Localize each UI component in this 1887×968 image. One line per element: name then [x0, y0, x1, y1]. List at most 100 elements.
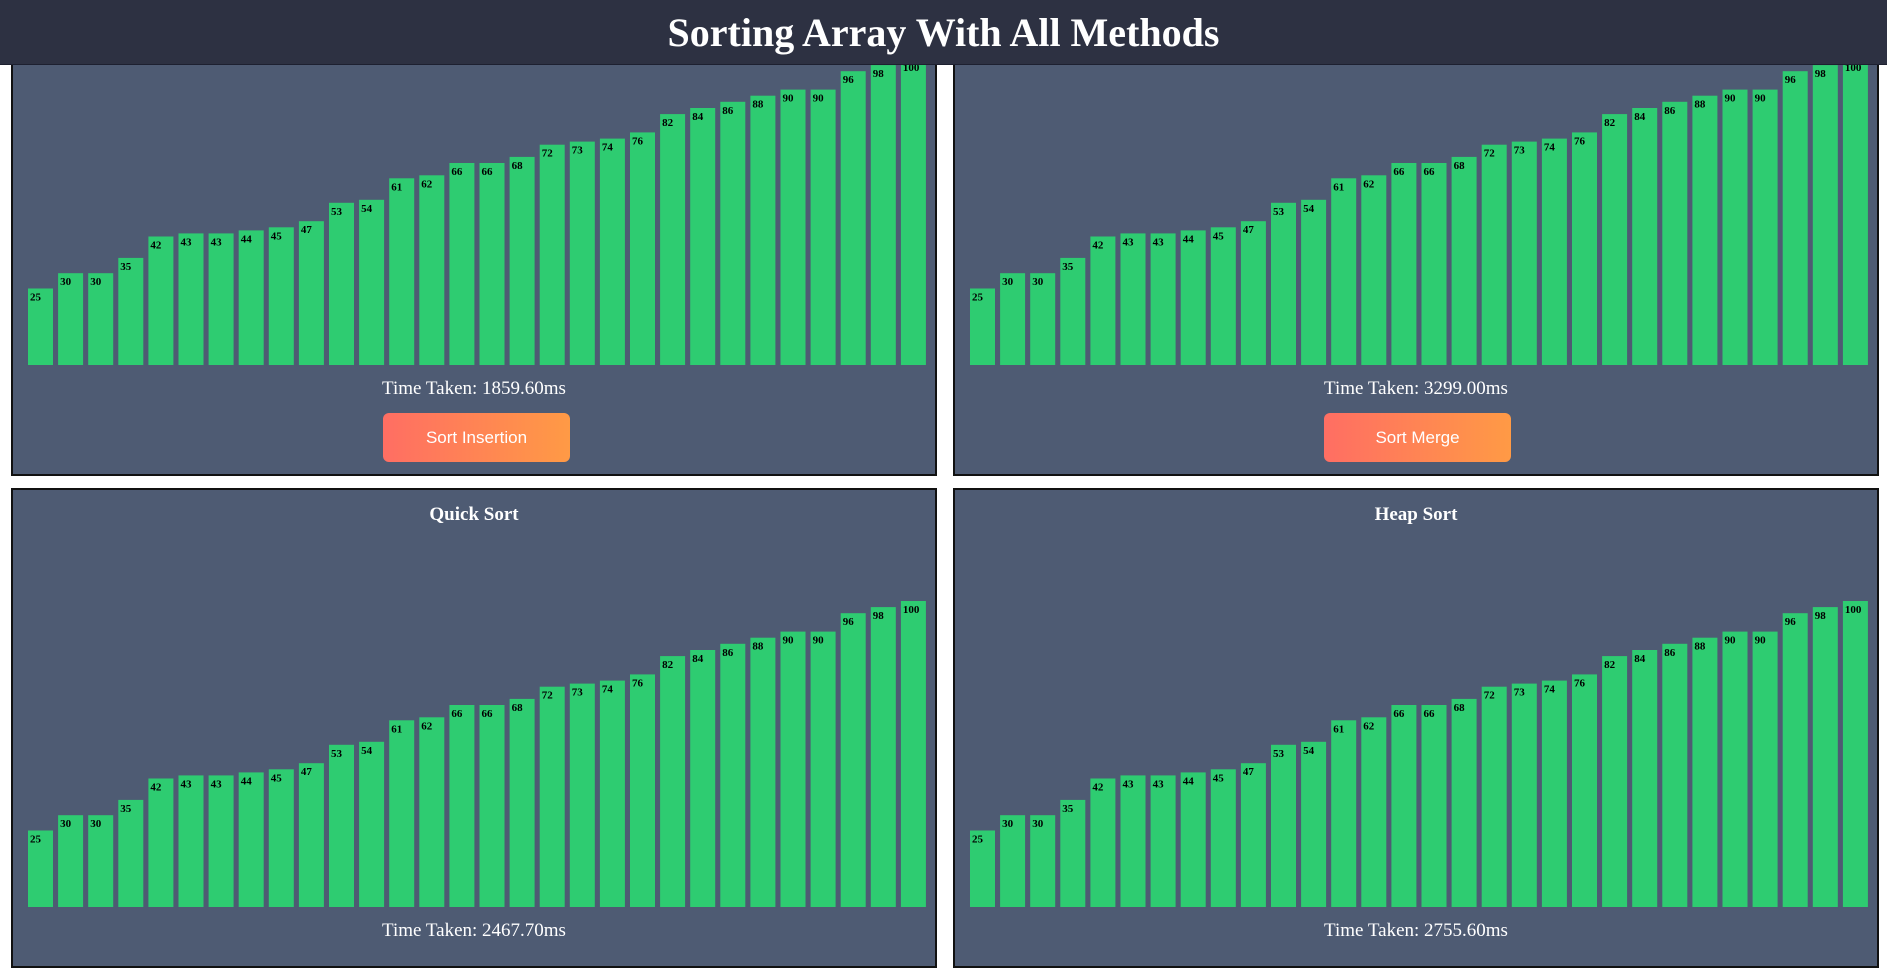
- bar: [178, 233, 204, 365]
- bar: [780, 631, 806, 907]
- bar: [810, 631, 836, 907]
- bar: [1572, 132, 1597, 365]
- bar: [298, 763, 324, 907]
- bar: [569, 141, 595, 365]
- bar-value-label: 74: [1544, 684, 1556, 696]
- bar-value-label: 43: [1153, 236, 1165, 248]
- bar-value-label: 47: [1243, 224, 1255, 236]
- sort-merge-button[interactable]: Sort Merge: [1324, 413, 1511, 462]
- bar: [58, 815, 84, 907]
- heap-time-text: Time Taken: 2755.60ms: [955, 920, 1877, 942]
- bar: [1812, 65, 1838, 365]
- bar-value-label: 68: [512, 160, 523, 172]
- bar-value-label: 30: [60, 818, 72, 830]
- bar: [1090, 778, 1116, 907]
- quick-sort-panel: Quick Sort 25 30 30 35 42 43 43 44 45 47 53 54 61 62 6…: [11, 488, 937, 968]
- bar: [810, 89, 836, 365]
- bar-value-label: 66: [451, 708, 463, 720]
- insertion-sort-chart: 25 30 30 35 42 43 43 44 45 47 53 54 61 62 66 66 68 72 73 74…: [28, 59, 926, 366]
- bar: [118, 799, 144, 907]
- bar-value-label: 98: [1815, 610, 1827, 622]
- bar: [58, 273, 84, 365]
- bar: [1301, 741, 1327, 907]
- bar: [1301, 199, 1327, 365]
- bar: [900, 59, 926, 365]
- bar-value-label: 66: [1393, 708, 1405, 720]
- bar: [1361, 717, 1387, 907]
- bar-value-label: 45: [1213, 772, 1225, 784]
- bar: [1030, 815, 1056, 907]
- bar: [720, 101, 746, 366]
- bar: [1541, 680, 1567, 907]
- bar-value-label: 44: [1183, 233, 1195, 245]
- bar-value-label: 98: [1815, 68, 1827, 80]
- bar-value-label: 30: [1032, 818, 1044, 830]
- quick-sort-title: Quick Sort: [429, 504, 519, 525]
- bar: [1060, 799, 1086, 907]
- bar: [1000, 273, 1026, 365]
- bar: [690, 650, 716, 907]
- bar: [1391, 163, 1417, 365]
- bar: [599, 680, 625, 907]
- bar-value-label: 86: [722, 647, 734, 659]
- bar: [1180, 772, 1206, 907]
- bar-value-label: 53: [1273, 748, 1285, 760]
- bar-value-label: 73: [572, 145, 584, 157]
- bar-value-label: 42: [1092, 782, 1104, 794]
- bar-value-label: 47: [301, 766, 313, 778]
- heap-sort-panel: Heap Sort 25 30 30 35 42 43 43 44 45 47 53 54 61 62 66…: [953, 488, 1879, 968]
- bar-value-label: 43: [1153, 778, 1165, 790]
- bar-value-label: 100: [1845, 62, 1862, 74]
- bar-value-label: 61: [391, 181, 402, 193]
- bar: [599, 138, 625, 365]
- bar: [840, 613, 866, 907]
- bar: [1451, 156, 1477, 365]
- bar-value-label: 84: [1634, 111, 1646, 123]
- bar-value-label: 72: [1484, 148, 1496, 160]
- bar: [359, 741, 385, 907]
- bar: [690, 108, 716, 365]
- bar: [28, 288, 53, 365]
- insertion-time-value: 1859.60ms: [482, 378, 566, 399]
- bar: [389, 720, 415, 907]
- bar-value-label: 43: [211, 236, 223, 248]
- bar: [298, 221, 324, 365]
- bar: [1511, 683, 1537, 907]
- bar: [449, 163, 475, 365]
- bar: [1481, 686, 1507, 907]
- bar-value-label: 100: [903, 62, 920, 74]
- bar: [28, 830, 53, 907]
- bar: [539, 686, 565, 907]
- insertion-time-text: Time Taken: 1859.60ms: [13, 378, 935, 400]
- bar-value-label: 53: [331, 748, 343, 760]
- bar-value-label: 86: [722, 105, 734, 117]
- page-title: Sorting Array With All Methods: [667, 9, 1220, 55]
- bar-value-label: 35: [1062, 261, 1074, 273]
- bar-value-label: 42: [150, 782, 162, 794]
- insertion-time-label: Time Taken:: [382, 378, 478, 399]
- bar-value-label: 54: [1303, 745, 1315, 757]
- bar-value-label: 62: [421, 178, 433, 190]
- bar: [720, 643, 746, 907]
- bar-value-label: 45: [271, 772, 283, 784]
- bar-value-label: 45: [271, 230, 283, 242]
- bar: [118, 257, 144, 365]
- bar: [88, 273, 114, 365]
- bar: [870, 607, 896, 907]
- bar: [449, 705, 475, 907]
- heap-sort-chart: 25 30 30 35 42 43 43 44 45 47 53 54 61 62 66 66 68 72 73 74…: [970, 601, 1868, 907]
- merge-sort-chart: 25 30 30 35 42 43 43 44 45 47 53 54 61 62 66 66 68 72 73 74…: [970, 59, 1868, 366]
- bar: [750, 637, 776, 907]
- bar: [1210, 227, 1236, 365]
- bar-value-label: 35: [120, 261, 132, 273]
- bar: [1632, 108, 1658, 365]
- bar-value-label: 90: [813, 635, 825, 647]
- bar: [1842, 601, 1868, 907]
- bar-value-label: 66: [1424, 708, 1436, 720]
- bar-value-label: 96: [1785, 74, 1797, 86]
- bar: [509, 156, 535, 365]
- sort-insertion-button[interactable]: Sort Insertion: [383, 413, 570, 462]
- bar-value-label: 82: [1604, 659, 1616, 671]
- heap-time-label: Time Taken:: [1324, 920, 1420, 941]
- bar-value-label: 30: [60, 276, 72, 288]
